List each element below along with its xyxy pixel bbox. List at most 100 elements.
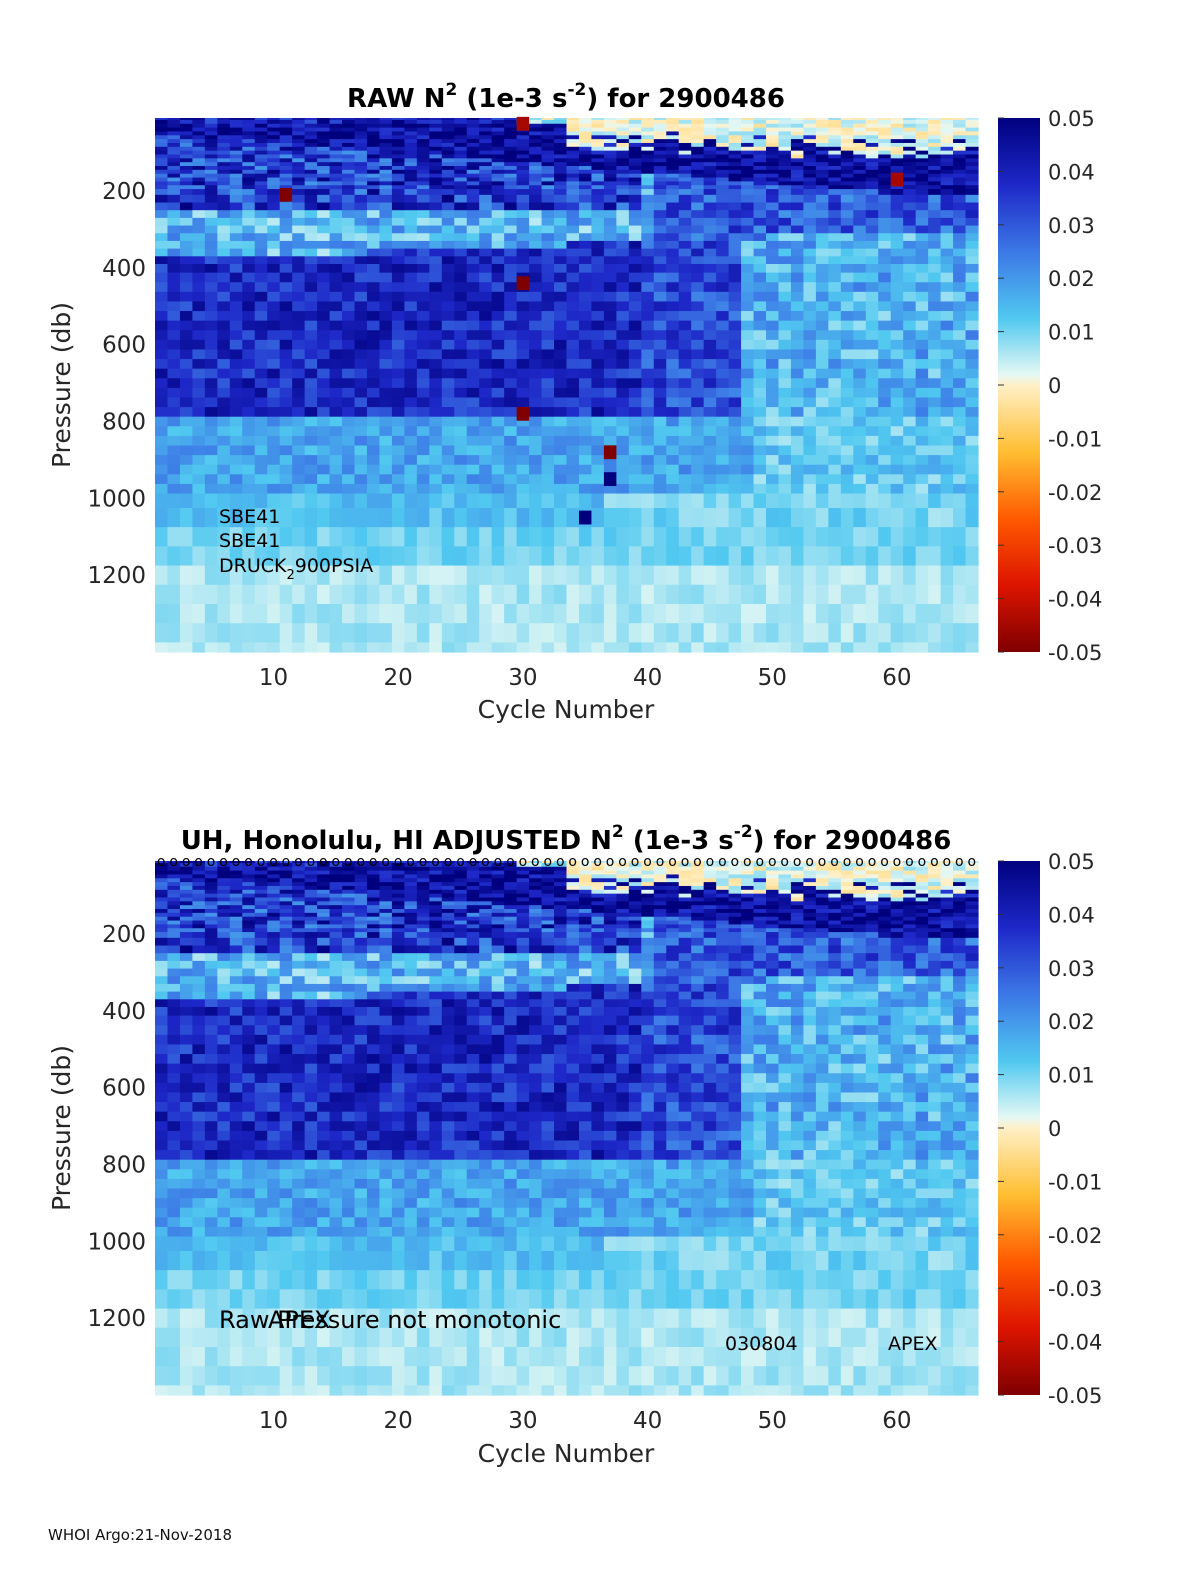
heatmap-cell [167,119,181,125]
heatmap-cell [179,158,194,163]
heatmap-cell [416,493,430,509]
heatmap-cell [815,282,829,293]
heatmap-cell [753,387,767,399]
heatmap-cell [254,474,268,485]
heatmap-cell [865,119,879,125]
heatmap-cell [192,642,206,653]
heatmap-cell [878,202,892,211]
heatmap-cell [491,169,505,175]
heatmap-cell [204,983,218,993]
heatmap-cell [416,603,430,624]
heatmap-cell [903,642,917,653]
heatmap-cell [741,349,755,360]
heatmap-cell [529,426,543,437]
heatmap-cell [753,407,767,418]
heatmap-cell [853,150,867,156]
heatmap-cell [155,916,169,922]
heatmap-cell [254,565,268,586]
heatmap-cell [304,968,318,977]
heatmap-cell [566,233,580,242]
heatmap-cell [342,248,356,257]
heatmap-cell [504,225,518,234]
heatmap-cell [179,445,194,456]
heatmap-cell [354,177,368,182]
heatmap-cell [179,166,194,171]
heatmap-cell [491,291,505,303]
heatmap-cell [903,154,917,159]
heatmap-cell [179,359,194,370]
heatmap-cell [304,1082,318,1094]
heatmap-cell [766,464,780,475]
heatmap-cell [529,445,543,456]
heatmap-cell [155,878,169,883]
heatmap-cell [803,146,817,152]
heatmap-cell [167,1063,181,1074]
heatmap-cell [516,455,530,466]
heatmap-cell [578,173,593,179]
heatmap-cell [828,142,842,148]
heatmap-cell [242,976,256,985]
heatmap-cell [279,924,293,929]
heatmap-cell [940,584,954,605]
heatmap-cell [242,368,256,379]
heatmap-cell [541,139,555,144]
heatmap-cell [591,123,605,129]
heatmap-cell [504,320,518,331]
heatmap-cell [828,158,842,163]
heatmap-cell [828,233,842,242]
heatmap-cell [915,127,929,133]
heatmap-cell [304,1226,318,1238]
heatmap-cell [953,166,967,171]
heatmap-cell [691,623,705,643]
heatmap-cell [342,339,356,351]
heatmap-cell [616,169,630,175]
heatmap-cell [603,166,617,171]
heatmap-cell [878,169,892,175]
heatmap-cell [279,874,293,879]
heatmap-cell [566,507,580,528]
heatmap-cell [803,202,817,211]
heatmap-cell [591,407,605,418]
heatmap-cell [242,1226,256,1238]
heatmap-cell [603,162,617,167]
heatmap-cell [242,240,256,250]
heatmap-cell [292,1217,306,1228]
heatmap-cell [778,194,792,204]
heatmap-cell [329,623,343,643]
heatmap-cell [641,291,655,303]
heatmap-cell [342,154,356,159]
heatmap-cell [441,546,455,567]
heatmap-cell [204,991,218,1000]
heatmap-cell [616,146,630,152]
heatmap-cell [678,256,692,265]
heatmap-cell [317,999,331,1008]
heatmap-cell [229,885,243,891]
heatmap-cell [516,368,530,379]
heatmap-cell [703,368,717,379]
heatmap-cell [766,127,780,133]
heatmap-cell [915,217,929,227]
heatmap-cell [628,426,642,437]
heatmap-cell [479,248,493,257]
heatmap-cell [317,968,331,977]
heatmap-cell [379,435,393,447]
heatmap-cell [678,368,692,379]
heatmap-cell [479,194,493,204]
heatmap-cell [354,565,368,586]
heatmap-cell [304,1044,318,1055]
heatmap-cell [466,603,480,624]
heatmap-cell [940,210,954,219]
heatmap-cell [578,455,593,466]
heatmap-cell [155,1063,169,1074]
heatmap-cell [840,233,854,242]
heatmap-cell [429,368,443,379]
heatmap-cell [441,426,455,437]
heatmap-cell [242,397,256,408]
heatmap-cell [229,882,243,887]
heatmap-cell [217,263,231,274]
heatmap-cell [678,166,692,171]
heatmap-cell [229,118,243,121]
heatmap-cell [666,378,680,389]
heatmap-cell [578,123,593,129]
heatmap-cell [815,464,829,475]
